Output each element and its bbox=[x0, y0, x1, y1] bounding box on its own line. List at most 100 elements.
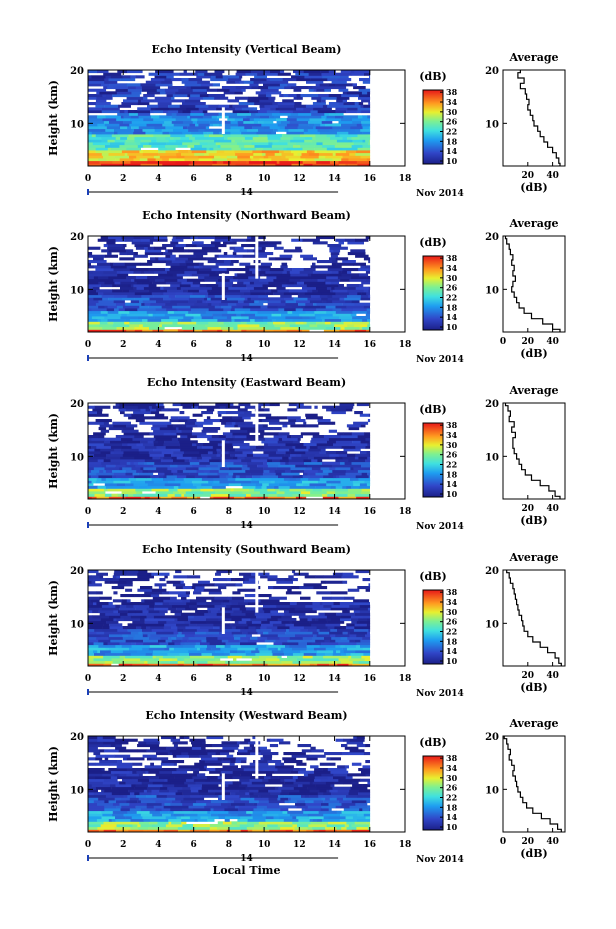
heatmap-cell bbox=[177, 626, 186, 630]
heatmap-cell bbox=[123, 120, 132, 124]
heatmap-cell bbox=[268, 493, 278, 497]
heatmap-cell bbox=[206, 300, 222, 304]
heatmap-cell bbox=[152, 456, 160, 460]
heatmap-cell bbox=[255, 123, 262, 127]
heatmap-cell bbox=[234, 480, 252, 484]
heatmap-cell bbox=[341, 273, 360, 277]
heatmap-cell bbox=[244, 802, 254, 806]
heatmap-cell bbox=[277, 416, 288, 420]
heatmap-cell bbox=[301, 496, 307, 500]
heatmap-cell bbox=[317, 818, 323, 822]
heatmap-cell bbox=[220, 326, 234, 330]
heatmap-cell bbox=[223, 459, 242, 463]
heatmap-cell bbox=[98, 610, 114, 614]
heatmap-cell bbox=[135, 488, 152, 492]
heatmap-cell bbox=[228, 78, 242, 82]
heatmap-cell bbox=[148, 610, 160, 614]
heatmap-cell bbox=[176, 816, 182, 820]
heatmap-cell bbox=[315, 83, 320, 87]
heatmap-cell bbox=[280, 797, 289, 801]
heatmap-cell bbox=[321, 596, 332, 600]
heatmap-cell bbox=[237, 273, 254, 277]
heatmap-cell bbox=[136, 626, 142, 630]
heatmap-cell bbox=[88, 650, 94, 654]
heatmap-cell bbox=[237, 324, 249, 328]
heatmap-cell bbox=[88, 599, 91, 603]
heatmap-cell bbox=[209, 826, 218, 830]
heatmap-cell bbox=[197, 72, 205, 76]
heatmap-cell bbox=[340, 70, 351, 74]
heatmap-cell bbox=[88, 770, 98, 774]
heatmap-cell bbox=[191, 318, 201, 322]
heatmap-cell bbox=[115, 464, 126, 468]
heatmap-cell bbox=[206, 762, 223, 766]
heatmap-cell bbox=[275, 403, 280, 407]
heatmap-cell bbox=[193, 591, 202, 595]
heatmap-cell bbox=[162, 813, 171, 817]
heatmap-cell bbox=[235, 72, 246, 76]
heatmap-cell bbox=[97, 738, 115, 742]
heatmap-cell bbox=[242, 485, 256, 489]
heatmap-cell bbox=[316, 302, 329, 306]
heatmap-cell bbox=[267, 305, 278, 309]
heatmap-cell bbox=[98, 435, 105, 439]
heatmap-cell bbox=[162, 123, 174, 127]
heatmap-cell bbox=[316, 634, 331, 638]
heatmap-cell bbox=[301, 152, 309, 156]
heatmap-cell bbox=[224, 652, 230, 656]
heatmap-cell bbox=[211, 652, 225, 656]
heatmap-cell bbox=[113, 268, 123, 272]
heatmap-cell bbox=[113, 472, 126, 476]
heatmap-cell bbox=[348, 663, 353, 667]
heatmap-cell bbox=[332, 477, 351, 481]
heatmap-cell bbox=[173, 451, 185, 455]
heatmap-cell bbox=[196, 496, 201, 500]
heatmap-cell bbox=[318, 612, 326, 616]
heatmap-cell bbox=[167, 467, 187, 471]
heatmap-cell bbox=[193, 448, 205, 452]
heatmap-cell bbox=[130, 461, 135, 465]
heatmap-cell bbox=[354, 626, 364, 630]
heatmap-cell bbox=[88, 821, 104, 825]
heatmap-cell bbox=[336, 612, 341, 616]
heatmap-cell bbox=[103, 270, 118, 274]
heatmap-cell bbox=[162, 461, 173, 465]
heatmap-cell bbox=[130, 480, 146, 484]
heatmap-cell bbox=[305, 104, 324, 108]
heatmap-cell bbox=[186, 424, 198, 428]
heatmap-cell bbox=[325, 781, 335, 785]
heatmap-cell bbox=[273, 642, 283, 646]
heatmap-cell bbox=[136, 469, 143, 473]
heatmap-cell bbox=[245, 270, 253, 274]
x-tick-label: 16 bbox=[364, 174, 377, 184]
heatmap-cell bbox=[361, 99, 370, 103]
heatmap-cell bbox=[211, 813, 219, 817]
heatmap-cell bbox=[135, 276, 148, 280]
heatmap-cell bbox=[88, 628, 95, 632]
heatmap-cell bbox=[160, 496, 172, 500]
heatmap-cell bbox=[121, 448, 130, 452]
heatmap-cell bbox=[101, 604, 116, 608]
heatmap-cell bbox=[203, 469, 211, 473]
heatmap-cell bbox=[158, 472, 165, 476]
heatmap-cell bbox=[282, 424, 288, 428]
heatmap-cell bbox=[184, 781, 196, 785]
heatmap-cell bbox=[349, 278, 366, 282]
heatmap-cell bbox=[97, 318, 102, 322]
heatmap-cell bbox=[174, 776, 193, 780]
heatmap-cell bbox=[362, 808, 370, 812]
heatmap-cell bbox=[313, 647, 327, 651]
heatmap-cell bbox=[280, 155, 286, 159]
colorbar-tick-label: 38 bbox=[446, 587, 458, 597]
heatmap-cell bbox=[175, 292, 193, 296]
heatmap-cell bbox=[319, 628, 331, 632]
heatmap-cell bbox=[127, 294, 142, 298]
heatmap-cell bbox=[161, 591, 170, 595]
heatmap-cell bbox=[125, 464, 136, 468]
heatmap-cell bbox=[121, 493, 129, 497]
heatmap-cell bbox=[266, 644, 286, 648]
heatmap-cell bbox=[213, 488, 231, 492]
heatmap-cell bbox=[293, 136, 306, 140]
heatmap-cell bbox=[322, 493, 328, 497]
heatmap-cell bbox=[88, 464, 103, 468]
